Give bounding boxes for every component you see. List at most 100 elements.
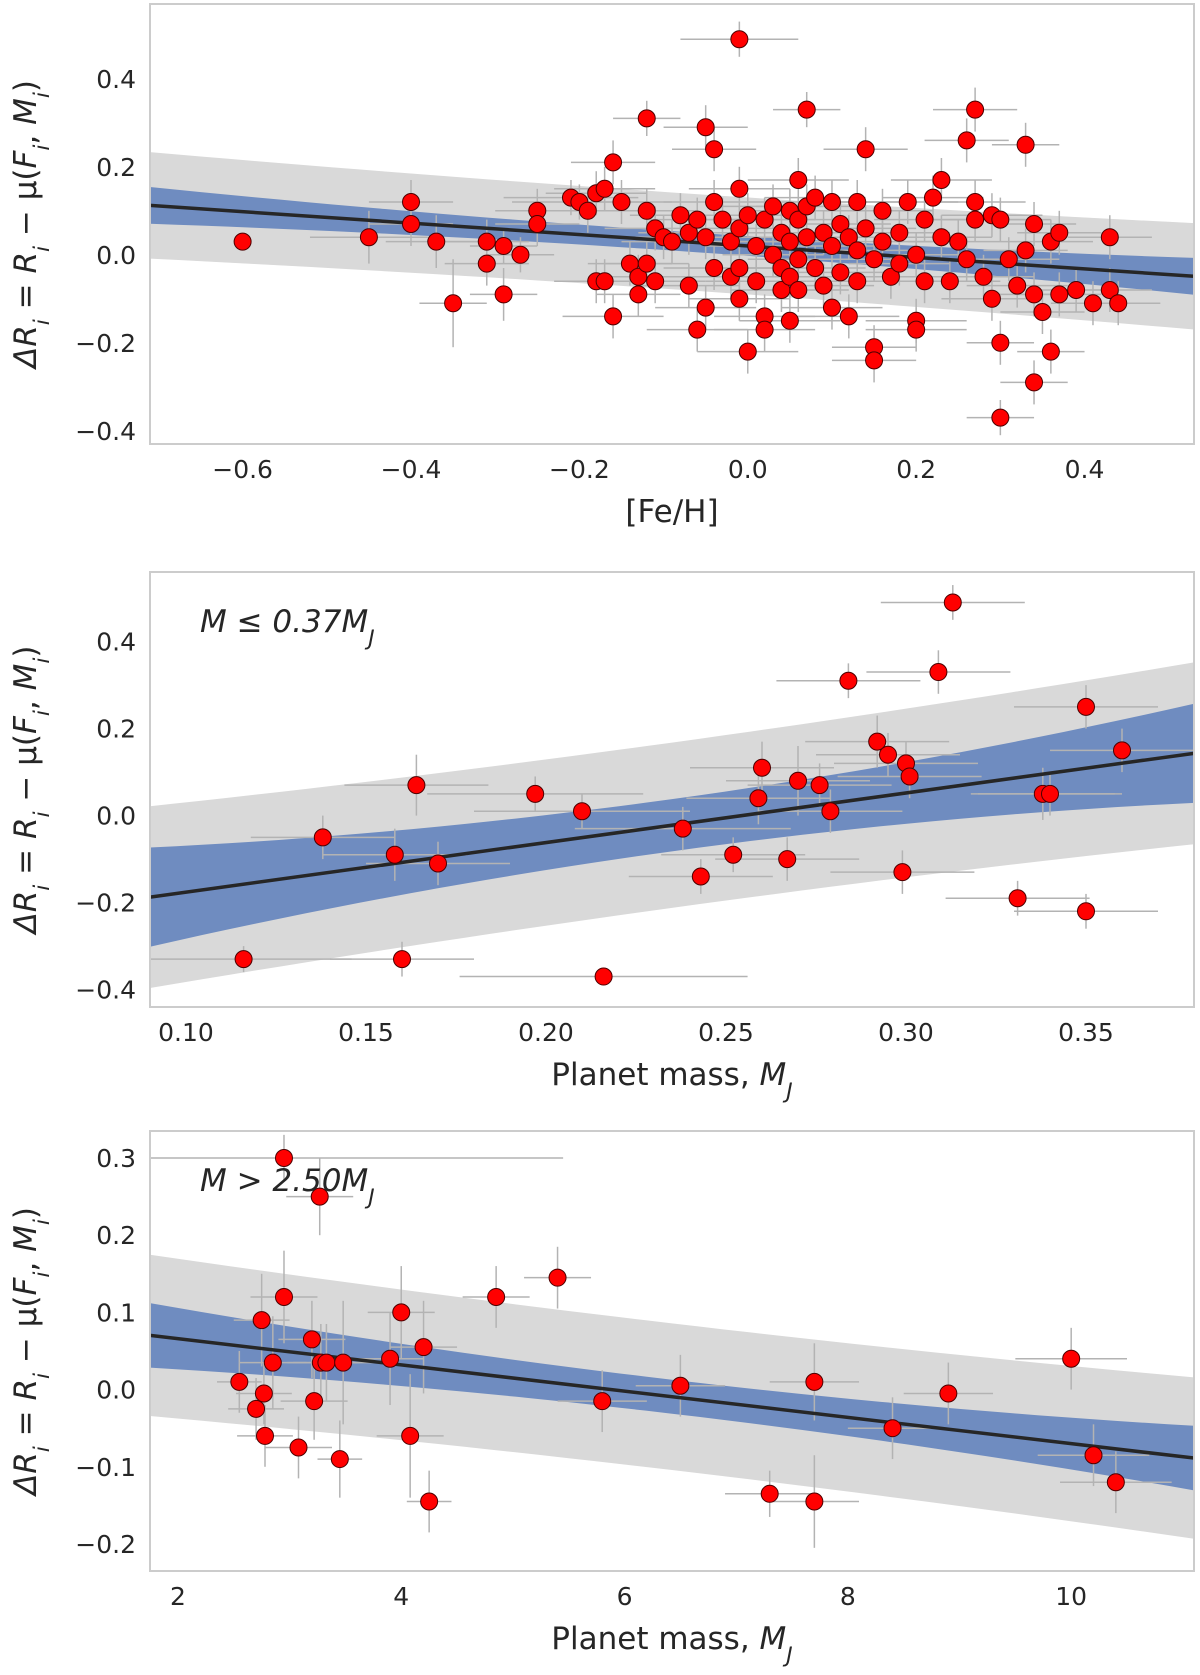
- x-axis-label: Planet mass, MJ: [551, 1057, 792, 1104]
- data-point: [814, 276, 833, 295]
- data-point: [789, 171, 808, 189]
- data-point: [1008, 889, 1027, 908]
- data-point: [713, 210, 732, 229]
- data-point: [302, 1330, 321, 1349]
- data-point: [831, 215, 850, 233]
- data-point: [688, 210, 707, 229]
- data-point: [494, 237, 513, 255]
- x-tick-label: 0.10: [158, 1018, 214, 1047]
- data-point: [604, 153, 623, 172]
- data-point: [764, 245, 783, 264]
- data-point: [865, 351, 884, 370]
- data-point: [915, 210, 934, 229]
- data-point: [898, 193, 917, 211]
- y-tick-label: 0.4: [96, 628, 136, 657]
- data-point: [1008, 276, 1027, 295]
- data-point: [839, 671, 858, 690]
- y-tick-label: −0.4: [75, 976, 136, 1005]
- x-tick-label: 4: [393, 1582, 409, 1611]
- data-point: [604, 307, 623, 326]
- data-point: [420, 1492, 439, 1511]
- x-tick-label: 10: [1055, 1582, 1087, 1611]
- data-point: [1084, 1446, 1103, 1465]
- data-point: [671, 1376, 690, 1395]
- y-axis-label: ΔRi = Ri − μ(Fi, Mi): [8, 1207, 55, 1497]
- axes-frame: [149, 3, 1195, 445]
- annotation: M ≤ 0.37MJ: [200, 604, 375, 651]
- data-point: [526, 784, 545, 803]
- data-point: [940, 272, 959, 291]
- y-tick-label: 0.2: [96, 153, 136, 182]
- data-point: [429, 854, 447, 873]
- data-point: [890, 223, 909, 242]
- data-point: [705, 259, 724, 277]
- data-point: [805, 1492, 824, 1511]
- panel-low-mass: 0.10 0.15 0.20 0.25 0.30 0.35 −0.4 −0.2 0.0 0.2 0.…: [8, 571, 1195, 1104]
- data-point: [755, 210, 774, 229]
- data-point: [749, 789, 768, 808]
- data-point: [814, 223, 833, 242]
- data-point: [932, 171, 951, 189]
- data-point: [879, 745, 897, 764]
- data-point: [865, 250, 884, 269]
- data-point: [822, 298, 841, 317]
- y-tick-label: 0.2: [96, 1221, 136, 1250]
- data-point: [317, 1353, 336, 1372]
- data-point: [881, 267, 900, 286]
- data-point: [991, 408, 1010, 427]
- data-point: [637, 254, 656, 273]
- y-tick-label: −0.2: [75, 1530, 136, 1559]
- data-point: [1062, 1349, 1081, 1368]
- data-point: [974, 267, 993, 286]
- plot-area: [150, 1134, 1194, 1548]
- data-point: [252, 1311, 271, 1330]
- data-point: [402, 215, 420, 233]
- data-point: [330, 1450, 349, 1469]
- data-point: [594, 967, 613, 986]
- data-point: [254, 1384, 273, 1403]
- data-point: [991, 333, 1010, 352]
- data-point: [688, 320, 707, 339]
- data-point: [822, 237, 841, 255]
- data-point: [679, 223, 698, 242]
- data-point: [578, 201, 597, 220]
- x-tick-label: 0.15: [338, 1018, 394, 1047]
- data-point: [900, 767, 919, 786]
- data-point: [949, 232, 968, 251]
- data-point: [612, 193, 631, 211]
- y-axis-label: ΔRi = Ri − μ(Fi, Mi): [8, 80, 55, 370]
- data-point: [883, 1419, 902, 1438]
- data-point: [932, 228, 951, 247]
- plot-area: [150, 21, 1194, 436]
- axes-frame: [149, 571, 1195, 1008]
- data-point: [822, 193, 841, 211]
- data-point: [738, 342, 757, 361]
- data-point: [629, 267, 648, 286]
- data-point: [392, 1303, 411, 1322]
- y-tick-label: 0.2: [96, 715, 136, 744]
- data-point: [747, 237, 766, 255]
- data-point: [966, 100, 985, 119]
- data-point: [393, 950, 411, 969]
- x-tick-label: −0.4: [381, 455, 442, 484]
- data-point: [730, 289, 749, 308]
- data-point: [873, 201, 892, 220]
- data-point: [401, 1426, 420, 1445]
- data-point: [730, 259, 749, 277]
- data-point: [1025, 285, 1044, 304]
- data-point: [274, 1287, 293, 1306]
- data-point: [848, 241, 867, 260]
- data-point: [1041, 784, 1059, 803]
- data-point: [305, 1392, 324, 1411]
- axes-frame: [149, 1130, 1195, 1572]
- data-point: [663, 232, 681, 251]
- data-point: [230, 1372, 249, 1391]
- x-tick-label: 2: [170, 1582, 186, 1611]
- panel-high-mass: 2 4 6 8 10 −0.2 −0.1 0.0 0.1 0.2 0.3 Planet mass, M…: [8, 1130, 1195, 1668]
- data-point: [629, 285, 648, 304]
- data-point: [821, 802, 840, 821]
- data-point: [274, 1149, 293, 1168]
- data-point: [673, 819, 692, 838]
- data-point: [856, 219, 875, 238]
- data-point: [637, 201, 656, 220]
